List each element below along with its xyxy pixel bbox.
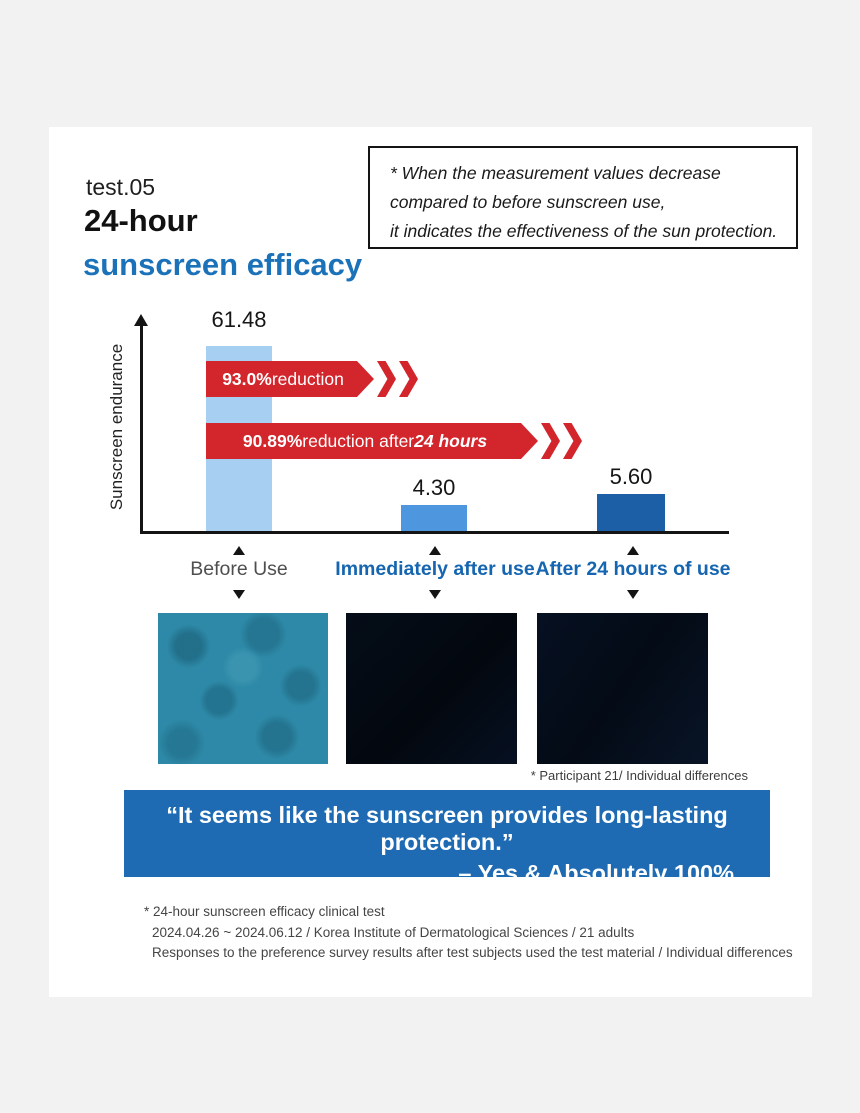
y-axis-label: Sunscreen endurance (107, 343, 126, 511)
chevron-right-icon (541, 423, 560, 459)
note-line: * When the measurement values decrease (390, 163, 721, 183)
chevron-right-icon (563, 423, 582, 459)
test-number-label: test.05 (86, 174, 156, 200)
chevron-right-icon (377, 361, 396, 397)
quote-banner: “It seems like the sunscreen provides lo… (124, 790, 770, 886)
annotation-rest: reduction after (302, 430, 415, 451)
annotation-percent: 90.89% (242, 430, 303, 451)
footnote-line: Responses to the preference survey resul… (152, 945, 793, 960)
bar-value-label: 5.60 (609, 464, 653, 489)
bar-after-24-hours (597, 494, 665, 531)
y-axis-arrow-icon (134, 314, 148, 326)
annotation-tail: 24 hours (414, 430, 488, 451)
category-label-immediately-after: Immediately after use (335, 558, 535, 580)
reduction-annotation-banner: 93.0% reduction (206, 361, 418, 397)
note-line: it indicates the effectiveness of the su… (390, 221, 778, 241)
footnote-line: * 24-hour sunscreen efficacy clinical te… (144, 904, 385, 919)
page-title: 24-hour (84, 203, 198, 238)
swatch-photo-immediately-after (346, 613, 517, 764)
bar-value-label: 61.48 (211, 307, 267, 332)
annotation-percent: 93.0% (222, 368, 272, 389)
note-line: compared to before sunscreen use, (390, 192, 666, 212)
reduction-annotation-banner: 90.89% reduction after 24 hours (206, 423, 582, 459)
triangle-down-icon (233, 590, 245, 599)
annotation-text: 93.0% reduction (206, 361, 374, 397)
triangle-up-icon (627, 546, 639, 555)
y-axis-line (140, 324, 143, 533)
triangle-up-icon (429, 546, 441, 555)
annotation-rest: reduction (271, 368, 344, 389)
annotation-text: 90.89% reduction after 24 hours (206, 423, 538, 459)
triangle-down-icon (627, 590, 639, 599)
category-label-after-24-hours: After 24 hours of use (535, 558, 731, 580)
measurement-note-box: * When the measurement values decrease c… (368, 146, 798, 249)
participant-note: * Participant 21/ Individual differences (530, 768, 748, 783)
chevron-right-icon (399, 361, 418, 397)
triangle-up-icon (233, 546, 245, 555)
swatch-photo-after-24-hours (537, 613, 708, 764)
footnotes: * 24-hour sunscreen efficacy clinical te… (144, 902, 793, 964)
footnote-line: 2024.04.26 ~ 2024.06.12 / Korea Institut… (152, 924, 635, 940)
x-axis-line (140, 531, 729, 534)
quote-answer: – Yes & Absolutely 100% (458, 860, 734, 886)
triangle-down-icon (429, 590, 441, 599)
content-card: test.05 24-hour sunscreen efficacy * Whe… (49, 127, 812, 997)
bar-immediately-after (401, 505, 467, 531)
quote-text: “It seems like the sunscreen provides lo… (166, 802, 728, 855)
category-label-before-use: Before Use (190, 558, 288, 580)
swatch-photo-before-use (158, 613, 328, 764)
bar-value-label: 4.30 (412, 475, 456, 500)
page-subtitle: sunscreen efficacy (83, 247, 363, 282)
